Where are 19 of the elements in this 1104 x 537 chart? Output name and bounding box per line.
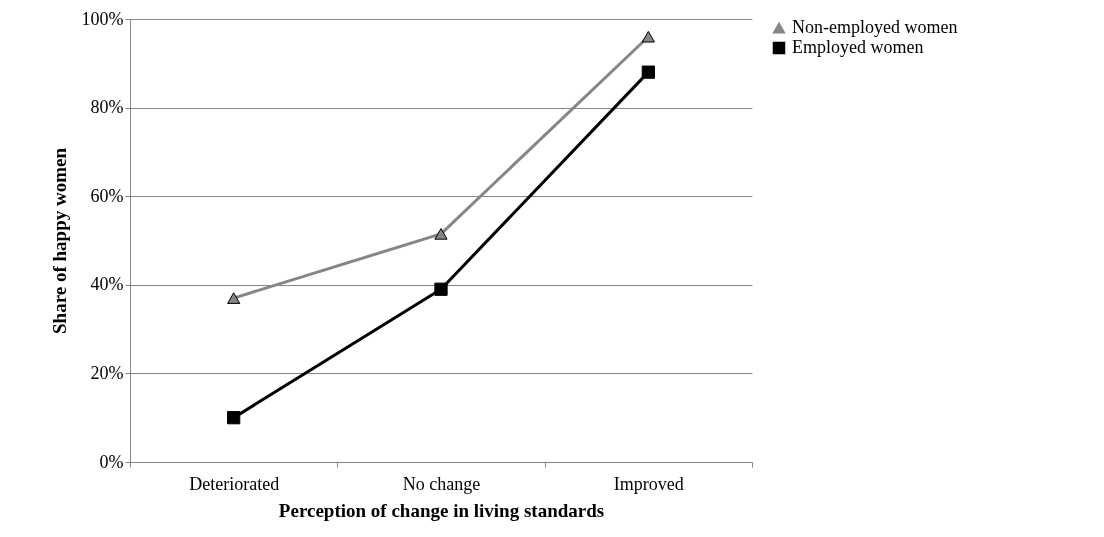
point xyxy=(227,411,241,425)
legend-label: Non-employed women xyxy=(792,17,958,37)
x-tick-label: Improved xyxy=(613,473,684,494)
x-axis-title: Perception of change in living standards xyxy=(278,499,605,521)
point xyxy=(434,228,448,240)
y-axis-title: Share of happy women xyxy=(48,147,70,334)
x-tick-label: Deteriorated xyxy=(189,473,280,494)
point xyxy=(641,65,655,79)
y-tick-label: 60% xyxy=(90,185,124,206)
y-tick-label: 0% xyxy=(99,451,124,472)
y-tick-label: 20% xyxy=(90,362,124,383)
x-tick-label: No change xyxy=(402,473,481,494)
y-tick-label: 80% xyxy=(90,97,124,118)
y-tick-label: 40% xyxy=(90,274,124,295)
point xyxy=(641,30,655,43)
point xyxy=(434,282,448,296)
legend-label: Employed women xyxy=(792,37,924,57)
point xyxy=(227,292,241,304)
y-tick-label: 100% xyxy=(81,8,124,29)
